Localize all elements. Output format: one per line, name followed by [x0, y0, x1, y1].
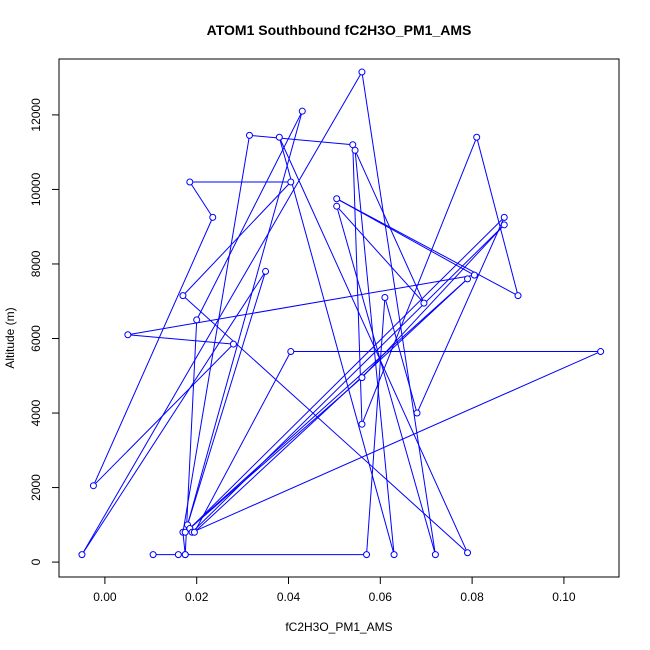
data-point [181, 551, 189, 559]
data-point [500, 221, 508, 229]
series-line-segment [196, 110, 303, 321]
series-line-segment [194, 278, 468, 533]
data-point [186, 178, 194, 186]
series-line-segment [278, 137, 395, 555]
series-line-segment [81, 71, 363, 555]
x-tick-label: 0.08 [460, 590, 484, 604]
y-tick-label: 4000 [29, 399, 43, 426]
y-tick-label: 10000 [29, 172, 43, 206]
y-tick-label: 8000 [29, 250, 43, 277]
data-point [193, 316, 201, 324]
series-line-segment [127, 334, 234, 345]
data-point [124, 331, 132, 339]
series-line-segment [189, 181, 214, 218]
series-line-segment [182, 181, 292, 296]
data-point [89, 482, 97, 490]
data-point [78, 551, 86, 559]
data-point [363, 551, 371, 559]
series-line-segment [189, 217, 505, 529]
y-tick-label: 6000 [29, 325, 43, 352]
data-point [333, 195, 341, 203]
data-point [174, 551, 182, 559]
series-points [78, 68, 605, 559]
y-tick-label: 12000 [29, 98, 43, 132]
series-line-segment [249, 134, 353, 146]
data-point [514, 292, 522, 300]
series-line-segment [336, 205, 425, 304]
data-point [333, 202, 341, 210]
series-line-segment [81, 271, 266, 555]
data-point [464, 275, 472, 283]
data-point [597, 348, 605, 356]
data-point [358, 420, 366, 428]
series-line-segment [182, 135, 250, 533]
data-point [431, 551, 439, 559]
series-line-segment [336, 198, 519, 297]
y-axis-label: Altitude (m) [3, 307, 17, 368]
data-point [181, 528, 189, 536]
series-line-segment [354, 150, 425, 304]
data-point [209, 213, 217, 221]
y-tick-label: 2000 [29, 474, 43, 501]
y-axis: 0 2000 4000 6000 8000 10000 12000 [29, 98, 60, 565]
series-line-segment [384, 297, 418, 414]
x-tick-label: 0.10 [552, 590, 576, 604]
data-point [262, 267, 270, 275]
series-line-segment [476, 137, 519, 296]
series-line-segment [92, 217, 214, 486]
data-point [420, 299, 428, 307]
data-point [351, 146, 359, 154]
series-line-segment [191, 351, 601, 533]
data-point [179, 292, 187, 300]
series-line-segment [336, 198, 475, 276]
data-point [287, 348, 295, 356]
data-point [358, 68, 366, 76]
x-tick-label: 0.02 [185, 590, 209, 604]
series-line-segment [361, 137, 478, 425]
series-line-segment [182, 295, 468, 554]
chart-title: ATOM1 Southbound fC2H3O_PM1_AMS [207, 22, 472, 38]
series-line-segment [184, 319, 198, 555]
y-tick-label: 0 [29, 558, 43, 565]
data-point [473, 133, 481, 141]
series-line-segment [366, 297, 386, 555]
series-line-segment [416, 217, 505, 414]
series-line-segment [187, 111, 303, 525]
series-line-segment [361, 71, 436, 555]
data-point [287, 178, 295, 186]
x-axis-label: fC2H3O_PM1_AMS [285, 620, 392, 634]
x-axis: 0.00 0.02 0.04 0.06 0.08 0.10 [93, 576, 576, 604]
series-lines [81, 71, 601, 556]
series-line-segment [193, 351, 292, 533]
data-point [275, 133, 283, 141]
data-point [500, 213, 508, 221]
series-line-segment [182, 532, 186, 555]
data-point [298, 107, 306, 115]
series-line-segment [336, 206, 436, 555]
data-point [413, 409, 421, 417]
data-point [149, 551, 157, 559]
series-line-segment [187, 271, 267, 525]
series-line-segment [184, 278, 468, 533]
data-point [245, 131, 253, 139]
x-tick-label: 0.00 [93, 590, 117, 604]
data-point [229, 340, 237, 348]
x-tick-label: 0.04 [277, 590, 301, 604]
series-line-segment [127, 274, 475, 336]
data-point [470, 271, 478, 279]
data-point [464, 549, 472, 557]
x-tick-label: 0.06 [369, 590, 393, 604]
series-line-segment [191, 224, 505, 533]
data-point [358, 374, 366, 382]
data-point [390, 551, 398, 559]
data-point [381, 294, 389, 302]
data-point [190, 528, 198, 536]
